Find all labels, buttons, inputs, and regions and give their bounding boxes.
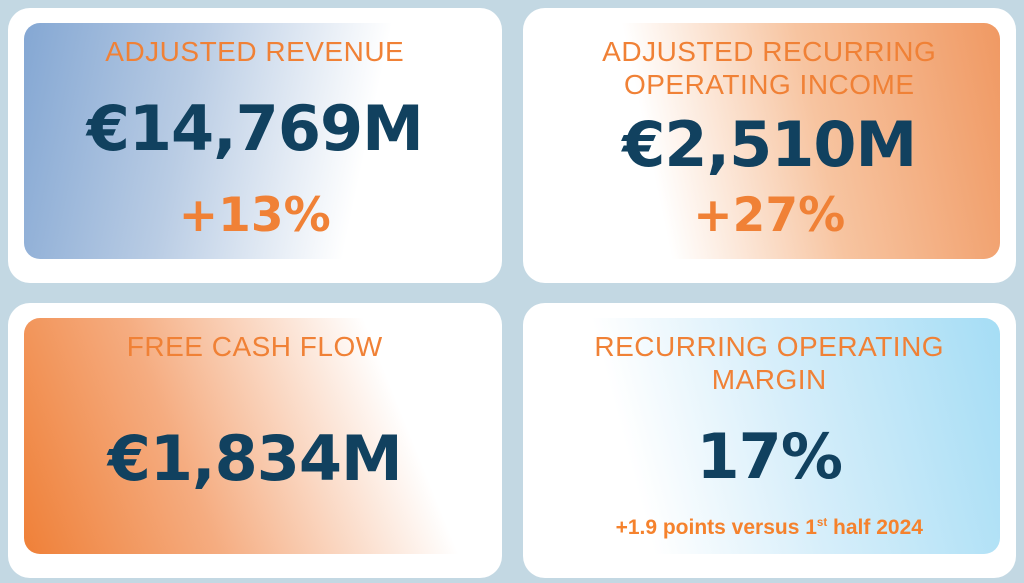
kpi-title-free-cash-flow: FREE CASH FLOW	[126, 331, 383, 362]
kpi-card-recurring-operating-margin: RECURRING OPERATING MARGIN 17% +1.9 poin…	[522, 303, 1016, 578]
kpi-value-wrapper: €1,834M	[24, 363, 486, 554]
kpi-value-adjusted-recurring-operating-income: €2,510M	[622, 108, 917, 182]
kpi-value-wrapper: €14,769M	[24, 68, 486, 188]
kpi-card-recurring-operating-margin-panel: RECURRING OPERATING MARGIN 17% +1.9 poin…	[538, 318, 1001, 554]
kpi-card-adjusted-revenue-panel: ADJUSTED REVENUE €14,769M +13%	[24, 23, 486, 259]
kpi-change-adjusted-revenue: +13%	[178, 188, 331, 243]
kpi-change-adjusted-recurring-operating-income: +27%	[693, 188, 846, 243]
kpi-note-suffix: half 2024	[827, 516, 923, 539]
kpi-card-adjusted-recurring-operating-income: ADJUSTED RECURRING OPERATING INCOME €2,5…	[522, 8, 1016, 283]
kpi-value-wrapper: €2,510M	[539, 101, 1001, 188]
kpi-value-wrapper: 17%	[539, 396, 1001, 516]
kpi-note-superscript: st	[816, 517, 828, 529]
kpi-card-free-cash-flow: FREE CASH FLOW €1,834M	[8, 303, 502, 578]
kpi-title-recurring-operating-margin: RECURRING OPERATING MARGIN	[594, 331, 945, 396]
kpi-card-adjusted-revenue: ADJUSTED REVENUE €14,769M +13%	[8, 8, 502, 283]
kpi-value-adjusted-revenue: €14,769M	[86, 91, 424, 165]
kpi-title-adjusted-recurring-operating-income: ADJUSTED RECURRING OPERATING INCOME	[602, 36, 937, 101]
kpi-note-prefix: +1.9 points versus 1	[615, 516, 817, 539]
kpi-card-free-cash-flow-panel: FREE CASH FLOW €1,834M	[24, 318, 486, 554]
kpi-note-recurring-operating-margin: +1.9 points versus 1st half 2024	[616, 516, 923, 540]
kpi-value-recurring-operating-margin: 17%	[696, 419, 843, 493]
kpi-card-adjusted-recurring-operating-income-panel: ADJUSTED RECURRING OPERATING INCOME €2,5…	[538, 23, 1001, 259]
kpi-title-adjusted-revenue: ADJUSTED REVENUE	[105, 36, 405, 67]
kpi-value-free-cash-flow: €1,834M	[107, 422, 403, 496]
